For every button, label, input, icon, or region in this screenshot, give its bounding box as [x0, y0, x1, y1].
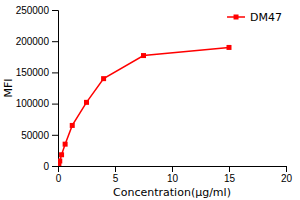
- tick-mark: [52, 104, 58, 105]
- tick-label: 100000: [16, 98, 50, 109]
- point-marker: [59, 152, 64, 157]
- tick-mark: [229, 166, 230, 172]
- tick: 5: [113, 166, 119, 184]
- tick-label: 5: [113, 173, 119, 184]
- tick-label: 15: [224, 173, 236, 184]
- tick-mark: [286, 166, 287, 172]
- tick-mark: [172, 166, 173, 172]
- point-marker: [227, 45, 232, 50]
- chart: 0 5 10 15 20 0 50000 100000 150000 200000 250000 DM…: [0, 0, 300, 200]
- point-marker: [70, 123, 75, 128]
- tick-label: 0: [43, 161, 49, 172]
- legend-item: DM47: [227, 11, 282, 24]
- tick-mark: [52, 72, 58, 73]
- tick-label: 50000: [21, 130, 49, 141]
- tick-label: 150000: [16, 67, 50, 78]
- plot: 0 5 10 15 20 0 50000 100000 150000 200000 250000 DM…: [16, 5, 293, 184]
- tick: 20: [281, 166, 293, 184]
- tick-mark: [52, 41, 58, 42]
- legend: DM47: [227, 11, 282, 24]
- tick-mark: [115, 166, 116, 172]
- y-axis: 0 50000 100000 150000 200000 250000: [16, 5, 59, 172]
- tick-label: 0: [56, 173, 62, 184]
- y-axis-line: [52, 11, 59, 167]
- tick-mark: [52, 135, 58, 136]
- tick-label: 20: [281, 173, 293, 184]
- tick: 100000: [16, 98, 58, 109]
- tick-mark: [52, 166, 58, 167]
- y-axis-title: MFI: [2, 78, 15, 97]
- legend-label: DM47: [250, 11, 282, 24]
- tick: 0: [43, 161, 58, 172]
- point-marker: [58, 159, 62, 164]
- point-marker: [101, 76, 106, 81]
- tick: 50000: [21, 130, 58, 141]
- point-marker: [141, 53, 146, 58]
- tick-label: 250000: [16, 5, 50, 16]
- tick-label: 200000: [16, 36, 50, 47]
- tick: 150000: [16, 67, 58, 78]
- point-marker: [63, 142, 68, 147]
- series-line: [58, 47, 229, 165]
- tick: 10: [167, 166, 179, 184]
- x-axis-line: [59, 167, 287, 173]
- x-axis: 0 5 10 15 20: [56, 166, 293, 184]
- tick-mark: [52, 10, 58, 11]
- tick: 250000: [16, 5, 58, 16]
- tick: 0: [56, 166, 62, 184]
- tick: 200000: [16, 36, 58, 47]
- legend-marker: [234, 15, 239, 20]
- point-marker: [84, 100, 89, 105]
- marks: [58, 45, 231, 166]
- tick: 15: [224, 166, 236, 184]
- x-axis-title: Concentration(μg/ml): [113, 186, 231, 199]
- tick-label: 10: [167, 173, 179, 184]
